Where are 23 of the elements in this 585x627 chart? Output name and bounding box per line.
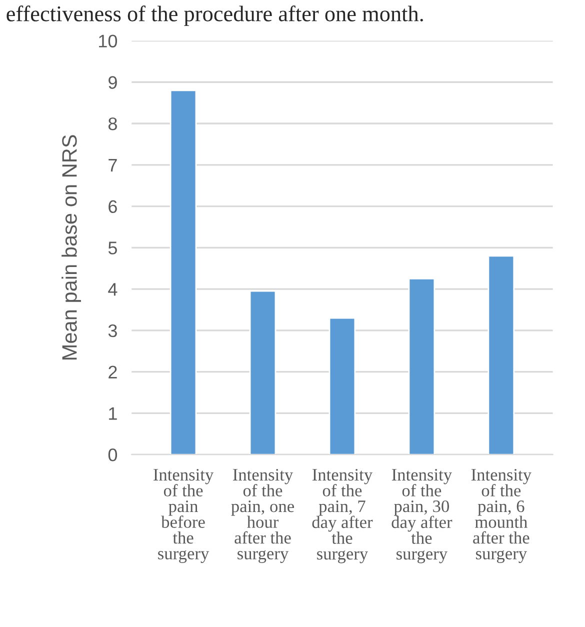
y-tick-label: 3 <box>108 324 117 338</box>
y-tick-label: 0 <box>108 448 118 462</box>
y-tick-label: 8 <box>108 117 117 130</box>
y-tick-label: 7 <box>108 159 117 172</box>
x-tick-label: Intensity of the pain, one hour after the surgery <box>231 468 294 563</box>
bar <box>488 255 515 455</box>
bar <box>249 290 276 455</box>
text: effectiveness of the procedure after one month. <box>6 5 423 26</box>
y-tick-label: 4 <box>108 283 118 296</box>
bar <box>408 278 436 455</box>
bar <box>170 90 197 455</box>
x-tick-label: Intensity of the pain, 7 day after the surgery <box>312 468 373 564</box>
y-axis-title: Mean pain base on NRS <box>62 135 81 360</box>
y-tick-label: 10 <box>99 34 118 48</box>
y-tick-label: 2 <box>108 366 117 378</box>
bar <box>328 317 356 455</box>
y-tick-label: 9 <box>108 76 117 89</box>
x-tick-label: Intensity of the pain before the surgery <box>154 468 214 563</box>
x-tick-label: Intensity of the pain, 6 mounth after the surgery <box>471 468 532 563</box>
x-tick-label: Intensity of the pain, 30 day after the surgery <box>392 468 452 564</box>
y-tick-label: 6 <box>108 200 117 214</box>
y-tick-label: 1 <box>109 407 117 420</box>
y-tick-label: 5 <box>108 242 117 254</box>
